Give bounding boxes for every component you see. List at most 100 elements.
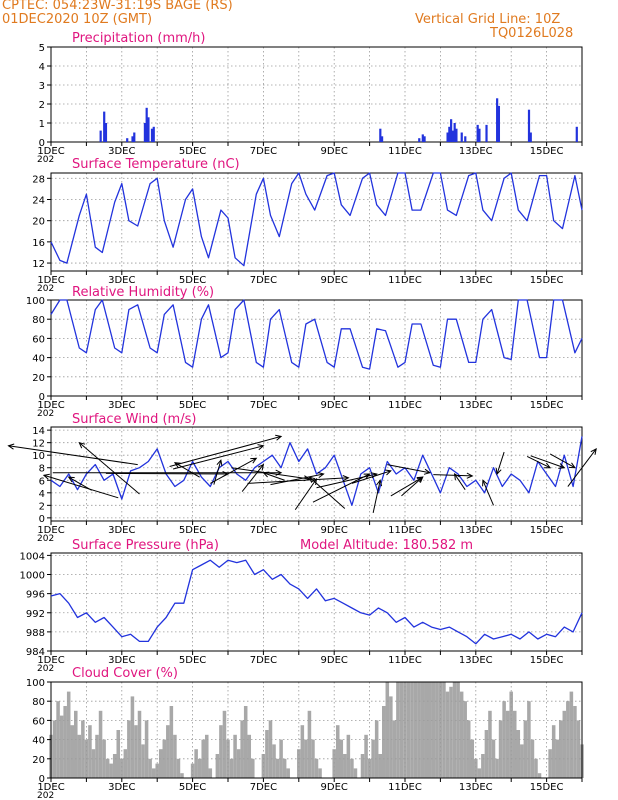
y-tick-label: 984	[26, 647, 45, 658]
cloud-bar	[109, 763, 113, 778]
y-tick-label: 6	[39, 476, 45, 487]
cloud-bar	[208, 768, 213, 778]
x-tick-label: 11DEC	[388, 655, 422, 666]
cloud-bar	[251, 758, 255, 778]
cloud-bar	[265, 730, 269, 778]
cloud-bar	[215, 754, 220, 778]
precip-bar	[147, 117, 150, 142]
x-tick-label: 9DEC	[321, 655, 348, 666]
precip-bar	[380, 136, 384, 142]
cloud-bar	[417, 682, 421, 778]
wind-arrow-head	[416, 476, 424, 483]
cloud-bar	[406, 682, 411, 778]
x-tick-label: 3DEC	[108, 275, 135, 286]
cloud-bar	[516, 730, 521, 778]
x-tick-label: 1DEC	[37, 782, 64, 793]
x-tick-label: 1DEC	[37, 146, 64, 157]
cloud-bar	[512, 710, 517, 778]
wind-arrow-head	[262, 471, 270, 478]
cloud-bar	[474, 758, 478, 778]
cloud-bar	[459, 691, 464, 778]
y-tick-label: 3	[39, 81, 45, 92]
panel-title: Precipitation (mm/h)	[72, 31, 205, 46]
panel-frame	[50, 172, 583, 272]
wind-arrow-head	[453, 473, 461, 480]
precip-bar	[450, 119, 453, 142]
cloud-bar	[520, 744, 524, 778]
x-tick-label: 3DEC	[108, 400, 135, 411]
x-tick-label: 7DEC	[250, 655, 277, 666]
cloud-bar	[130, 696, 135, 778]
x-tick-label: 3DEC	[108, 655, 135, 666]
x-year-label: 202	[37, 155, 54, 165]
x-tick-label: 3DEC	[108, 782, 135, 793]
wind-arrow	[8, 445, 138, 466]
x-tick-label: 9DEC	[321, 146, 348, 157]
cloud-bar	[477, 768, 482, 778]
wind-arrow-head	[590, 447, 597, 455]
y-tick-label: 1	[39, 119, 45, 130]
x-tick-label: 7DEC	[250, 782, 277, 793]
precip-bar	[464, 136, 467, 142]
wind-arrow-head	[363, 473, 371, 480]
x-tick-label: 15DEC	[530, 655, 564, 666]
cloud-bar	[134, 725, 138, 778]
cloud-bar	[562, 710, 567, 778]
x-tick-label: 5DEC	[179, 275, 206, 286]
cloud-bar	[95, 734, 99, 778]
cloud-bar	[141, 744, 145, 778]
x-tick-label: 7DEC	[250, 275, 277, 286]
cloud-bar	[151, 768, 156, 778]
run-code: TQ0126L028	[490, 26, 574, 41]
cloud-bar	[127, 720, 131, 778]
cloud-bar	[282, 758, 287, 778]
y-tick-label: 4	[39, 62, 45, 73]
cloud-bar	[275, 758, 280, 778]
wind-arrow	[241, 464, 264, 492]
precip-bar	[529, 132, 532, 142]
cloud-bar	[491, 739, 496, 778]
precip-bar	[421, 134, 424, 142]
cloud-bar	[173, 734, 177, 778]
wind-arrow-head	[423, 468, 431, 475]
wind-arrow	[351, 470, 391, 484]
y-tick-label: 40	[32, 354, 45, 365]
wind-arrow-head	[544, 462, 552, 469]
x-tick-label: 5DEC	[179, 400, 206, 411]
wind-arrow-head	[308, 476, 316, 483]
wind-arrow-head	[482, 479, 488, 487]
cloud-bar	[272, 744, 276, 778]
y-tick-label: 8	[39, 464, 45, 475]
x-tick-label: 13DEC	[459, 525, 493, 536]
cloud-bar	[495, 758, 499, 778]
cloud-bar	[488, 710, 492, 778]
cloud-bar	[120, 758, 124, 778]
wind-arrow	[549, 453, 576, 469]
cloud-bar	[385, 682, 390, 778]
cloud-bar	[371, 739, 375, 778]
precip-bar	[451, 130, 454, 142]
x-tick-label: 1DEC	[37, 400, 64, 411]
cloud-bar	[537, 773, 542, 778]
x-tick-label: 11DEC	[388, 782, 422, 793]
precip-bar	[133, 132, 136, 142]
x-tick-label: 1DEC	[37, 525, 64, 536]
cloud-bar	[576, 720, 581, 778]
wind-arrow-head	[42, 473, 50, 480]
wind-arrow	[294, 478, 317, 511]
x-tick-label: 3DEC	[108, 146, 135, 157]
run-date: 01DEC2020 10Z (GMT)	[2, 12, 153, 27]
series-line	[50, 559, 583, 645]
cloud-bar	[77, 734, 82, 778]
cloud-bar	[247, 734, 252, 778]
cloud-bar	[367, 758, 372, 778]
wind-arrow	[78, 442, 140, 495]
wind-arrow-head	[216, 459, 223, 467]
precip-bar	[150, 128, 154, 142]
cloud-bar	[374, 720, 379, 778]
cloud-bar	[431, 682, 436, 778]
x-tick-label: 5DEC	[179, 655, 206, 666]
cloud-bar	[307, 710, 312, 778]
x-year-label: 202	[37, 664, 54, 674]
x-tick-label: 7DEC	[250, 146, 277, 157]
